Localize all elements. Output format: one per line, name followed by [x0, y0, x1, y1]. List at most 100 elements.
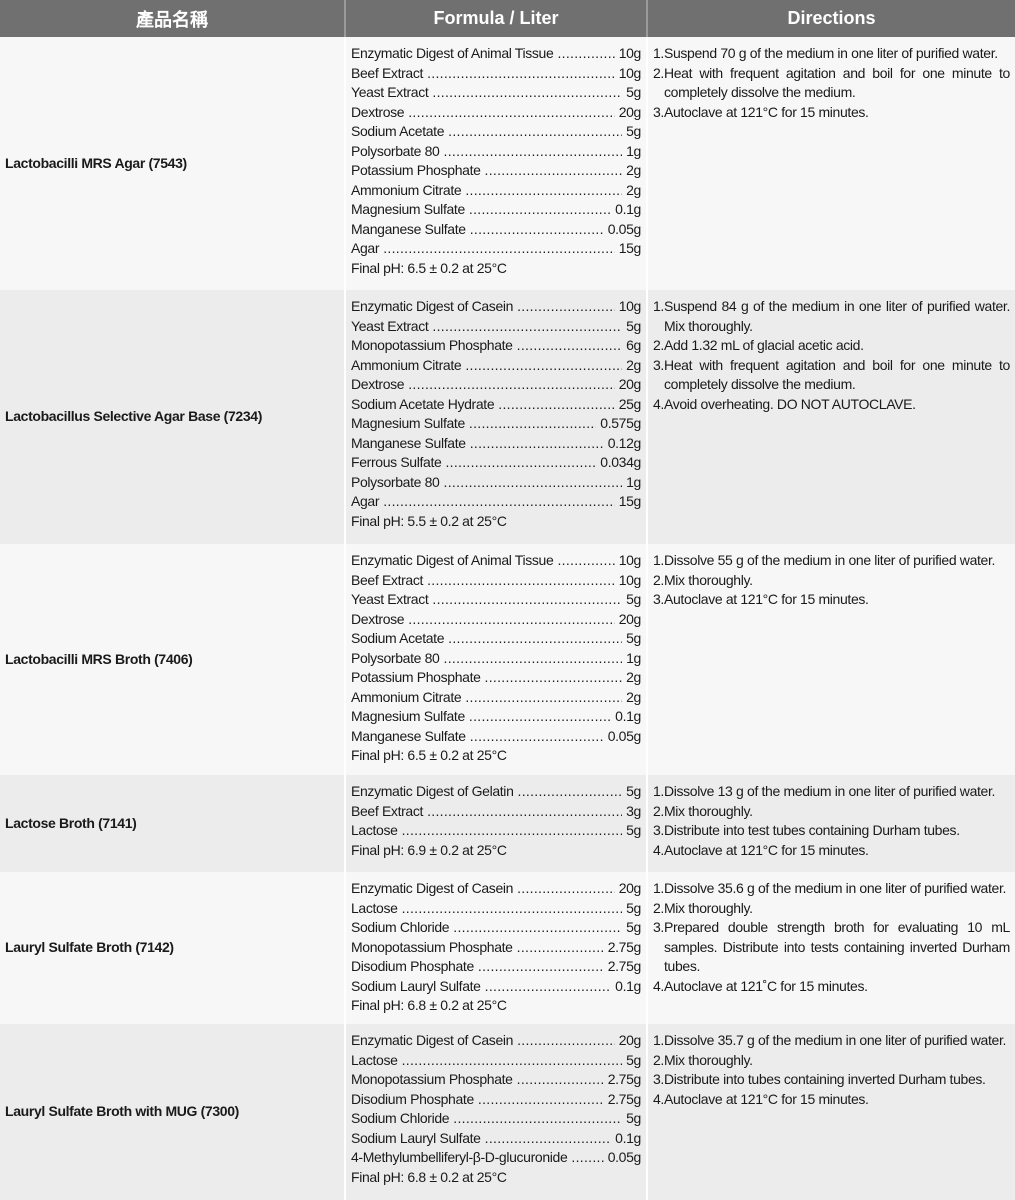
dot-leader: [432, 590, 622, 610]
ingredient-name: Enzymatic Digest of Casein: [351, 1032, 514, 1048]
ingredient-line: Lactose 5g: [351, 899, 641, 919]
ingredient-name: Enzymatic Digest of Gelatin: [351, 783, 514, 799]
direction-step: 3.Autoclave at 121°C for 15 minutes.: [653, 103, 869, 120]
product-name: Lauryl Sulfate Broth (7142): [0, 872, 346, 1024]
dot-leader: [383, 492, 615, 512]
ingredient-line: Beef Extract 10g: [351, 64, 641, 84]
ingredient-amount: 5g: [626, 630, 641, 646]
ingredient-line: Enzymatic Digest of Casein 10g: [351, 297, 641, 317]
ingredient-amount: 5g: [626, 1110, 641, 1126]
dot-leader: [427, 571, 615, 591]
direction-step: 3.Distribute into tubes containing inver…: [653, 1071, 986, 1087]
ingredient-name: Agar: [351, 240, 380, 256]
ingredient-line: Yeast Extract 5g: [351, 83, 641, 103]
directions-cell: 1.Suspend 84 g of the medium in one lite…: [647, 290, 1015, 544]
product-name: Lactobacilli MRS Broth (7406): [0, 544, 346, 775]
dot-leader: [465, 356, 622, 376]
direction-step: 4.Avoid overheating. DO NOT AUTOCLAVE.: [653, 395, 916, 412]
ingredient-name: Lactose: [351, 1051, 398, 1068]
ingredient-amount: 0.05g: [607, 220, 641, 237]
ingredient-line: Disodium Phosphate 2.75g: [351, 957, 641, 977]
dot-leader: [432, 317, 622, 337]
ingredient-name: Enzymatic Digest of Casein: [351, 298, 514, 314]
direction-step: 3.Autoclave at 121°C for 15 minutes.: [653, 591, 869, 607]
ingredient-amount: 0.575g: [600, 415, 641, 431]
ingredient-name: Potassium Phosphate: [351, 669, 481, 685]
ingredient-amount: 2g: [626, 181, 641, 198]
ingredient-name: Monopotassium Phosphate: [351, 1071, 513, 1087]
ingredient-line: Dextrose 20g: [351, 375, 641, 395]
directions-cell: 1.Dissolve 35.7 g of the medium in one l…: [647, 1024, 1015, 1200]
dot-leader: [498, 395, 614, 415]
direction-step: 2.Heat with frequent agitation and boil …: [653, 64, 1010, 101]
ingredient-amount: 20g: [618, 376, 641, 392]
formula-cell: Enzymatic Digest of Casein 20g Lactose 5g Mo…: [345, 1024, 648, 1200]
ingredient-name: Sodium Acetate: [351, 630, 445, 646]
ingredient-amount: 6g: [626, 337, 641, 353]
dot-leader: [485, 1129, 612, 1149]
dot-leader: [383, 239, 615, 259]
ingredient-amount: 2g: [626, 688, 641, 705]
ingredient-amount: 5g: [626, 317, 641, 334]
dot-leader: [470, 220, 604, 240]
dot-leader: [478, 957, 604, 977]
direction-step: 1.Suspend 84 g of the medium in one lite…: [653, 298, 1010, 334]
ingredient-line: Enzymatic Digest of Gelatin 5g: [351, 782, 641, 802]
ingredient-name: Manganese Sulfate: [351, 727, 466, 744]
ingredient-name: Dextrose: [351, 103, 405, 120]
ingredient-line: Manganese Sulfate 0.05g: [351, 727, 641, 747]
ingredient-name: Yeast Extract: [351, 84, 429, 100]
direction-step: 1.Suspend 70 g of the medium in one lite…: [653, 45, 998, 61]
direction-step: 1.Dissolve 35.7 g of the medium in one l…: [653, 1032, 1007, 1048]
dot-leader: [469, 707, 611, 727]
ingredient-name: Sodium Lauryl Sulfate: [351, 977, 481, 994]
ingredient-name: Agar: [351, 493, 380, 509]
ingredient-amount: 5g: [626, 822, 641, 838]
ingredient-amount: 10g: [618, 64, 641, 81]
dot-leader: [427, 64, 615, 84]
ingredient-line: Magnesium Sulfate 0.1g: [351, 200, 641, 220]
ingredient-amount: 10g: [618, 298, 641, 314]
ingredient-name: Yeast Extract: [351, 317, 429, 334]
dot-leader: [448, 629, 622, 649]
ingredient-amount: 0.05g: [607, 1149, 641, 1165]
ingredient-line: Sodium Acetate 5g: [351, 122, 641, 142]
ingredient-name: 4-Methylumbelliferyl-β-D-glucuronide: [351, 1149, 568, 1165]
final-ph: Final pH: 6.5 ± 0.2 at 25°C: [351, 259, 507, 276]
dot-leader: [557, 44, 614, 64]
ingredient-line: Manganese Sulfate 0.05g: [351, 220, 641, 240]
ingredient-name: Manganese Sulfate: [351, 220, 466, 237]
ingredient-name: Magnesium Sulfate: [351, 415, 465, 431]
product-name: Lactobacilli MRS Agar (7543): [0, 37, 346, 290]
ingredient-line: Lactose 5g: [351, 821, 641, 841]
dot-leader: [470, 727, 604, 747]
ingredient-line: Sodium Lauryl Sulfate 0.1g: [351, 1129, 641, 1149]
dot-leader: [465, 688, 622, 708]
dot-leader: [517, 297, 615, 317]
ingredient-name: Potassium Phosphate: [351, 162, 481, 178]
ingredient-line: Agar 15g: [351, 492, 641, 512]
ingredient-amount: 2.75g: [607, 958, 641, 974]
ingredient-line: Magnesium Sulfate 0.575g: [351, 414, 641, 434]
dot-leader: [427, 802, 622, 822]
ingredient-line: Ammonium Citrate 2g: [351, 181, 641, 201]
ingredient-amount: 0.1g: [615, 1129, 641, 1146]
ingredient-amount: 0.1g: [615, 977, 641, 994]
ingredient-amount: 1g: [626, 142, 641, 159]
table-row: Lactobacilli MRS Broth (7406) Enzymatic D…: [0, 544, 1015, 775]
dot-leader: [465, 181, 622, 201]
ingredient-amount: 0.1g: [615, 708, 641, 724]
ingredient-name: Polysorbate 80: [351, 649, 440, 666]
ingredient-line: Dextrose 20g: [351, 610, 641, 630]
dot-leader: [571, 1148, 603, 1168]
ingredient-name: Disodium Phosphate: [351, 1090, 474, 1107]
direction-step: 4.Autoclave at 121°C for 15 minutes.: [653, 1090, 869, 1107]
ingredient-amount: 2g: [626, 162, 641, 178]
header-product-name: 產品名稱: [0, 0, 346, 37]
ingredient-amount: 2g: [626, 669, 641, 685]
ingredient-amount: 0.05g: [607, 727, 641, 744]
direction-step: 3.Distribute into test tubes containing …: [653, 822, 960, 838]
ingredient-line: Polysorbate 80 1g: [351, 142, 641, 162]
ingredient-name: Ferrous Sulfate: [351, 454, 442, 470]
